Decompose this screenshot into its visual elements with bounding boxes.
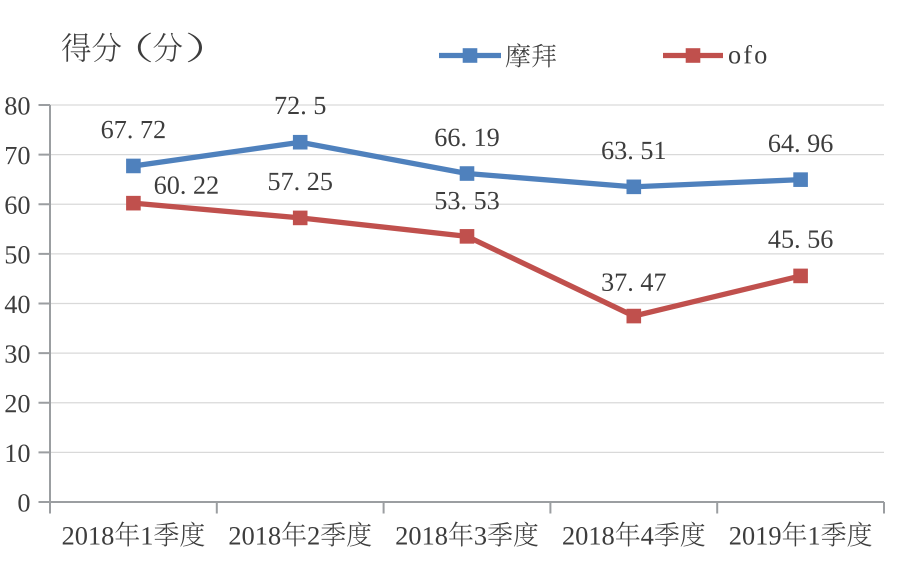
axes [38, 104, 885, 514]
series-marker [292, 210, 308, 226]
legend-marker [685, 48, 701, 63]
series-marker [793, 172, 808, 187]
series-ofo [126, 195, 808, 324]
series-marker [459, 166, 475, 181]
legend: 摩拜 ofo [439, 43, 767, 68]
legend-item-mobike: 摩拜 [439, 43, 557, 68]
series-marker [793, 268, 808, 284]
legend-item-ofo: ofo [663, 44, 767, 64]
series-marker [292, 134, 308, 150]
series-marker [459, 229, 475, 244]
series-marker [126, 158, 141, 174]
gridlines [50, 104, 884, 454]
series-marker [626, 179, 642, 195]
series-mobike [126, 134, 808, 195]
legend-marker [462, 48, 478, 63]
series-plot-area [126, 134, 808, 324]
series-marker [126, 195, 141, 211]
series-marker [626, 308, 642, 324]
